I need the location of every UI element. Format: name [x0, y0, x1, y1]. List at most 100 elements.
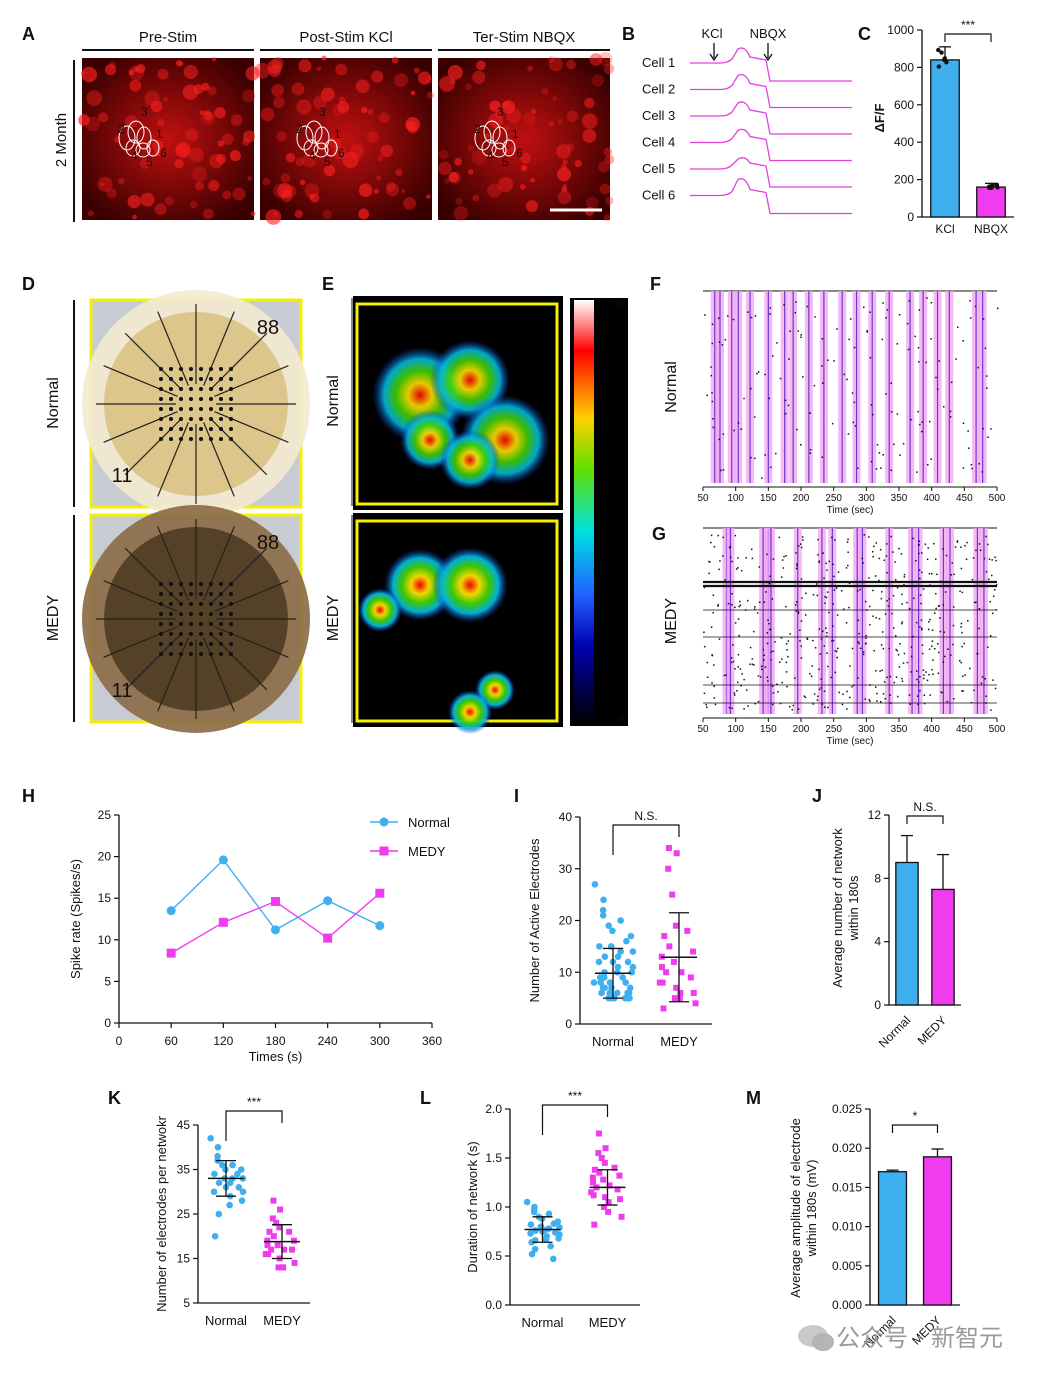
spike: [713, 685, 715, 688]
spike: [972, 557, 975, 559]
electrode-trace: [103, 580, 178, 612]
spike: [902, 442, 905, 445]
bar: [931, 888, 955, 1006]
cell-blob: [604, 196, 614, 206]
spike: [908, 694, 911, 696]
spike: [711, 682, 713, 684]
cell-blob: [393, 73, 409, 88]
spike: [768, 622, 770, 625]
electrode: [209, 582, 213, 586]
electrode: [169, 582, 173, 586]
spike: [969, 299, 971, 302]
electrode: [179, 592, 183, 596]
spike: [975, 601, 977, 604]
bar: [930, 59, 960, 218]
spike: [968, 447, 970, 449]
electrode: [159, 427, 163, 431]
spike: [722, 536, 724, 539]
x-tick-label: 200: [793, 493, 810, 504]
spike: [921, 421, 924, 423]
y-tick-label: 5: [104, 974, 111, 988]
electrode-trace: [209, 332, 268, 391]
spike: [849, 665, 851, 667]
spike: [958, 659, 961, 662]
data-point: [218, 917, 228, 927]
legend-label: MEDY: [408, 844, 446, 859]
spike: [897, 695, 899, 698]
cell-outline: [127, 120, 145, 144]
spike: [772, 558, 775, 560]
spike: [951, 562, 954, 564]
cell-blob: [230, 114, 243, 126]
spike: [820, 687, 822, 689]
electrode: [209, 592, 213, 596]
data-point: [690, 948, 697, 955]
cell-blob: [556, 144, 571, 159]
electrode: [229, 652, 233, 656]
spike: [831, 640, 833, 642]
cell-blob: [531, 108, 537, 114]
spike: [801, 536, 804, 538]
spike: [817, 554, 819, 556]
spike: [837, 571, 840, 573]
spike: [824, 706, 826, 708]
spike: [824, 602, 826, 604]
spike: [910, 655, 913, 658]
cell-blob: [316, 66, 322, 72]
electrode: [199, 632, 203, 636]
electrode: [189, 407, 193, 411]
spike: [941, 691, 943, 694]
electrode: [189, 622, 193, 626]
spike: [728, 546, 731, 549]
spike: [918, 543, 920, 546]
data-point: [596, 1169, 603, 1176]
data-point: [605, 922, 612, 929]
data-point: [239, 1188, 247, 1196]
spike: [743, 397, 745, 400]
data-point: [658, 964, 665, 971]
spike: [878, 452, 881, 454]
spike: [758, 601, 761, 604]
cell-number: 2: [296, 122, 303, 136]
spike: [778, 536, 781, 539]
spike: [772, 355, 774, 357]
spike: [967, 619, 969, 622]
spike: [984, 347, 987, 349]
spike: [754, 606, 756, 608]
spike: [806, 305, 809, 308]
cell-blob: [355, 79, 370, 94]
spike: [898, 547, 900, 550]
spike: [749, 646, 752, 649]
electrode: [219, 622, 223, 626]
spike: [780, 637, 783, 639]
spike: [764, 373, 766, 376]
electrode: [219, 437, 223, 441]
spike: [786, 649, 788, 651]
spike: [725, 674, 727, 676]
spike: [921, 644, 924, 646]
spike: [874, 686, 877, 688]
data-point: [677, 989, 684, 996]
chip-number: 88: [257, 317, 279, 339]
cell-blob: [472, 194, 480, 202]
panel-letter-M: M: [746, 1088, 761, 1108]
cell-blob: [302, 153, 317, 168]
data-point: [609, 927, 616, 935]
spike: [985, 535, 987, 538]
electrode: [199, 602, 203, 606]
spike: [799, 444, 802, 446]
spike: [917, 410, 919, 413]
data-point: [606, 1182, 613, 1189]
row-label: Normal: [325, 375, 342, 427]
electrode-trace: [103, 365, 178, 397]
cell-blob: [97, 176, 113, 192]
spike: [952, 624, 955, 627]
data-point: [590, 979, 598, 986]
spike: [787, 655, 789, 658]
data-point: [550, 1220, 558, 1227]
cell-outline: [146, 139, 160, 157]
spike: [943, 631, 945, 633]
spike: [979, 549, 982, 552]
significance-label: N.S.: [634, 809, 657, 823]
spike: [961, 645, 963, 648]
